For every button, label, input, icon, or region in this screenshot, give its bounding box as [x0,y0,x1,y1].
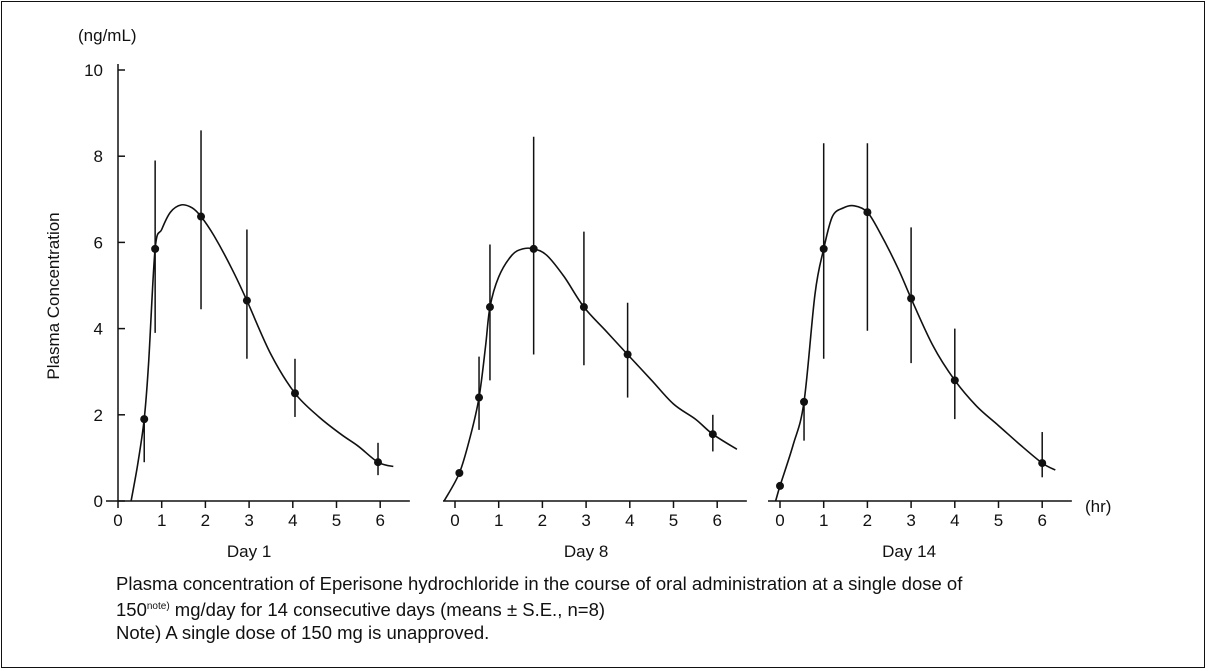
x-unit-label: (hr) [1085,497,1111,516]
panel-1-x-tick-label-0: 0 [113,511,122,530]
y-tick-label-10: 10 [84,61,103,80]
panel-2-data-point-2 [475,393,484,402]
y-unit-label: (ng/mL) [78,26,137,45]
panel-1-title: Day 1 [227,542,271,561]
panel-1-data-point-6 [374,458,383,467]
panel-2-title: Day 8 [564,542,608,561]
panel-1-x-tick-label-1: 1 [157,511,166,530]
panel-2-data-point-7 [708,430,717,439]
panel-1-x-tick-label-5: 5 [332,511,341,530]
caption-line-3: Note) A single dose of 150 mg is unappro… [116,622,490,643]
panel-1-data-point-3 [197,212,206,221]
panel-2-x-tick-label-4: 4 [625,511,634,530]
panel-2-data-point-3 [485,303,494,312]
panel-3-data-point-4 [863,208,872,217]
caption-line-1: Plasma concentration of Eperisone hydroc… [116,573,963,594]
panel-1-data-point-5 [290,389,299,398]
panel-1-x-tick-label-4: 4 [288,511,297,530]
panel-2-data-point-6 [623,350,632,359]
panel-2-x-tick-label-1: 1 [494,511,503,530]
y-tick-label-6: 6 [94,233,103,252]
figure-caption: Plasma concentration of Eperisone hydroc… [116,572,962,644]
panel-1-data-point-1 [140,415,149,424]
panel-3-x-tick-label-2: 2 [863,511,872,530]
panel-3-x-tick-label-6: 6 [1037,511,1046,530]
y-tick-label-0: 0 [94,492,103,511]
panel-2-x-tick-label-6: 6 [712,511,721,530]
panel-2-data-point-5 [579,303,588,312]
panel-2-x-tick-label-2: 2 [538,511,547,530]
panel-3-title: Day 14 [882,542,936,561]
panel-1-mean-curve [130,203,394,502]
panel-3-x-tick-label-0: 0 [775,511,784,530]
panel-3-data-point-6 [950,376,959,385]
panel-3-x-tick-label-5: 5 [994,511,1003,530]
panel-2-x-tick-label-0: 0 [450,511,459,530]
panel-3-data-point-3 [819,244,828,253]
panel-1-x-tick-label-6: 6 [375,511,384,530]
panel-3-x-tick-label-4: 4 [950,511,959,530]
y-axis-title: Plasma Concentration [44,212,63,379]
panel-1-data-point-2 [151,244,160,253]
panel-3-x-tick-label-3: 3 [906,511,915,530]
caption-line-2: 150note) mg/day for 14 consecutive days … [116,595,962,621]
caption-note-marker: note) [146,601,170,612]
caption-dose-rest: mg/day for 14 consecutive days (means ± … [169,599,606,620]
panel-1-x-tick-label-3: 3 [244,511,253,530]
y-tick-label-4: 4 [94,320,103,339]
panel-3-mean-curve [774,204,1056,502]
panel-3-data-point-1 [776,481,784,490]
panel-2-x-tick-label-5: 5 [669,511,678,530]
panel-2-mean-curve [443,247,738,502]
panel-1-x-tick-label-2: 2 [201,511,210,530]
y-tick-label-2: 2 [94,406,103,425]
panel-2-data-point-1 [455,468,464,477]
panel-3-data-point-7 [1038,459,1047,468]
panel-2-data-point-4 [529,244,538,253]
y-tick-label-8: 8 [94,147,103,166]
panel-3-data-point-5 [907,294,916,303]
panel-1-data-point-4 [242,296,251,305]
panel-3-x-tick-label-1: 1 [819,511,828,530]
panel-3-data-point-2 [800,397,809,406]
caption-dose: 150 [116,599,147,620]
panel-2-x-tick-label-3: 3 [581,511,590,530]
